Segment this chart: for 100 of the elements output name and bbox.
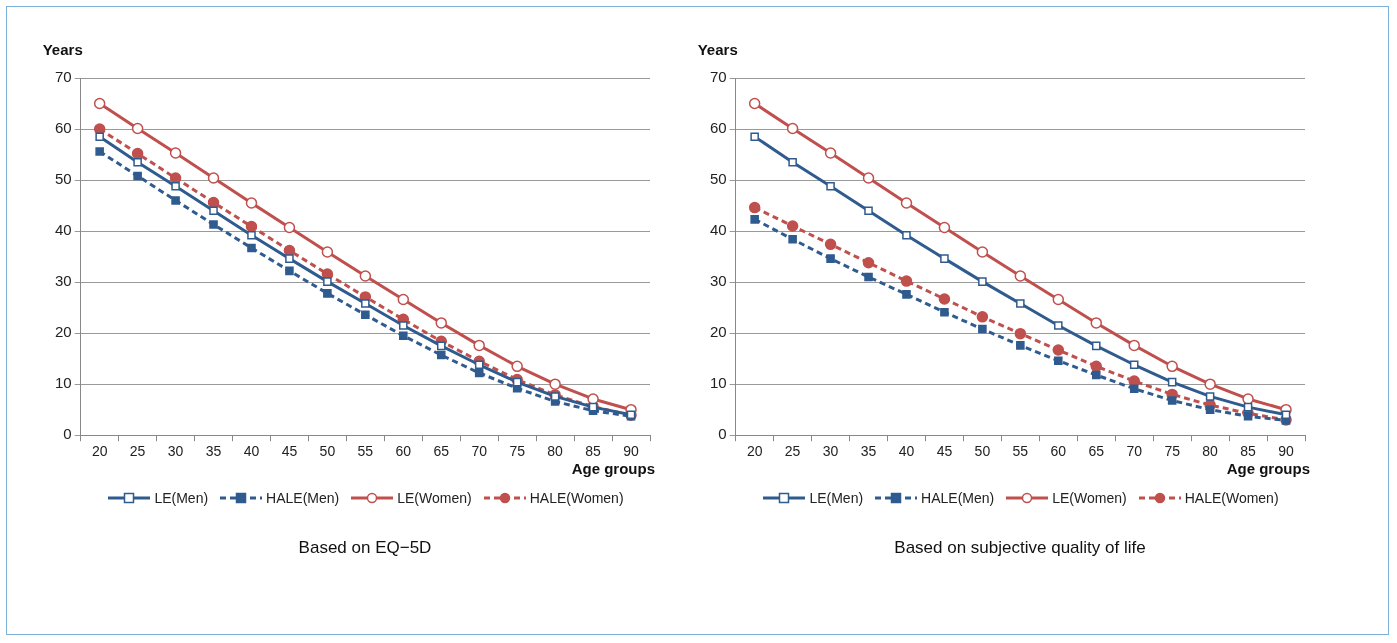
point	[826, 254, 835, 263]
point	[285, 266, 294, 276]
point	[171, 181, 180, 191]
point	[976, 246, 989, 258]
point	[902, 230, 911, 240]
point	[283, 221, 296, 234]
y-tick-label: 0	[63, 425, 72, 443]
x-tick-label: 50	[974, 443, 991, 460]
point	[1167, 377, 1177, 387]
point	[1204, 378, 1216, 390]
point	[824, 147, 837, 159]
x-tick-label: 25	[784, 443, 801, 460]
y-tick-label: 50	[55, 170, 72, 188]
point	[940, 307, 949, 317]
x-tick-label: 60	[1050, 443, 1067, 460]
point	[399, 321, 408, 330]
point	[131, 122, 144, 135]
point	[436, 350, 446, 360]
point	[436, 341, 446, 351]
point	[95, 132, 104, 141]
point	[285, 254, 294, 263]
y-tick-label: 40	[710, 221, 727, 239]
x-tick-label: 30	[822, 443, 839, 460]
point	[1205, 405, 1215, 414]
point	[95, 147, 104, 156]
text: Based on EQ−5D	[297, 538, 433, 558]
y-tick-label: 30	[710, 272, 727, 290]
x-tick-label: 75	[509, 443, 526, 460]
x-tick-label: 40	[898, 443, 915, 460]
point	[247, 243, 256, 253]
point	[1014, 270, 1027, 282]
legend-label: HALE(Women)	[1184, 490, 1279, 506]
point	[1129, 384, 1139, 394]
point	[1016, 341, 1025, 350]
x-tick-label: 20	[746, 443, 763, 460]
point	[826, 181, 835, 191]
y-tick-label: 60	[710, 119, 727, 137]
y-tick-label: 10	[55, 374, 72, 392]
legend-label: LE(Men)	[154, 490, 209, 506]
y-tick-label: 10	[710, 374, 727, 392]
point	[474, 360, 484, 370]
point	[788, 157, 797, 167]
x-tick-label: 80	[1202, 443, 1219, 460]
legend-label: HALE(Men)	[921, 490, 995, 506]
point	[938, 293, 951, 305]
x-axis-title: Age groups	[571, 459, 655, 477]
point	[1167, 396, 1177, 405]
y-tick-label: 70	[55, 68, 72, 86]
point	[207, 172, 220, 184]
point	[399, 331, 408, 340]
point	[976, 311, 989, 323]
point	[748, 97, 761, 110]
x-tick-label: 55	[357, 443, 374, 460]
point	[1091, 370, 1101, 380]
point	[1128, 339, 1140, 352]
point	[864, 272, 873, 282]
x-tick-label: 30	[167, 443, 184, 460]
point	[786, 122, 799, 135]
point	[788, 234, 797, 244]
x-tick-label: 80	[547, 443, 564, 460]
legend-label: HALE(Men)	[266, 490, 340, 506]
point	[1166, 360, 1178, 373]
point	[978, 277, 987, 286]
point	[940, 254, 949, 263]
point	[1054, 321, 1063, 330]
point	[1129, 360, 1139, 370]
point	[1052, 293, 1065, 306]
y-axis-title: Years	[42, 40, 83, 58]
point	[512, 377, 522, 387]
point	[323, 277, 332, 286]
y-tick-label: 70	[710, 68, 727, 86]
point	[359, 270, 372, 282]
point	[1243, 402, 1253, 412]
x-tick-label: 50	[319, 443, 336, 460]
y-tick-label: 20	[710, 323, 727, 341]
x-tick-label: 90	[1278, 443, 1295, 460]
x-tick-label: 20	[91, 443, 108, 460]
point	[511, 360, 523, 373]
point	[900, 197, 913, 209]
x-axis-title: Age groups	[1226, 459, 1310, 477]
point	[93, 97, 106, 110]
x-tick-label: 45	[936, 443, 953, 460]
point	[862, 256, 875, 269]
y-tick-label: 0	[718, 425, 727, 443]
y-tick-label: 60	[55, 119, 72, 137]
point	[786, 220, 799, 232]
point	[900, 275, 913, 287]
point	[748, 201, 761, 214]
point	[1281, 410, 1291, 420]
legend-label: HALE(Women)	[529, 490, 624, 506]
point	[1090, 317, 1102, 329]
point	[1091, 341, 1101, 351]
x-tick-label: 45	[281, 443, 298, 460]
point	[1054, 356, 1063, 365]
point	[1052, 344, 1065, 356]
point	[171, 196, 180, 205]
point	[1014, 327, 1027, 340]
point	[1205, 392, 1215, 401]
text: Based on subjective quality of life	[893, 538, 1147, 558]
x-tick-label: 60	[395, 443, 412, 460]
